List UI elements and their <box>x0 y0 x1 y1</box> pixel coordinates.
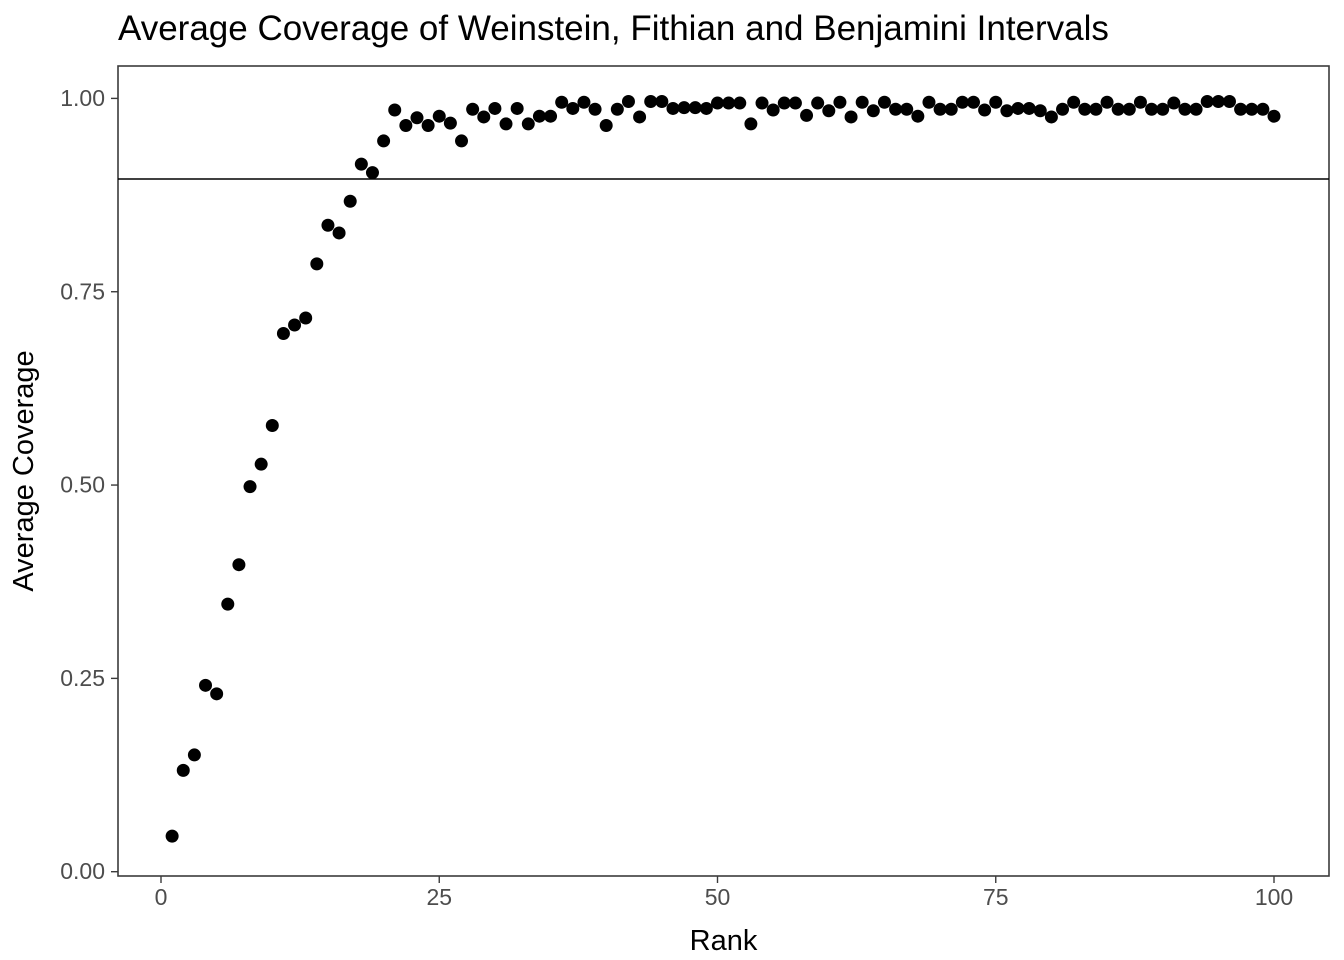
svg-text:50: 50 <box>705 884 731 910</box>
svg-text:Average Coverage of Weinstein,: Average Coverage of Weinstein, Fithian a… <box>118 9 1109 48</box>
svg-text:0.50: 0.50 <box>60 472 105 498</box>
svg-text:25: 25 <box>426 884 452 910</box>
svg-text:1.00: 1.00 <box>60 85 105 111</box>
svg-text:Average Coverage: Average Coverage <box>8 350 40 591</box>
svg-text:Rank: Rank <box>690 925 758 957</box>
svg-text:0.25: 0.25 <box>60 665 105 691</box>
svg-text:0.75: 0.75 <box>60 278 105 304</box>
svg-text:0.00: 0.00 <box>60 858 105 884</box>
svg-text:75: 75 <box>983 884 1009 910</box>
svg-text:100: 100 <box>1255 884 1293 910</box>
svg-text:0: 0 <box>155 884 168 910</box>
